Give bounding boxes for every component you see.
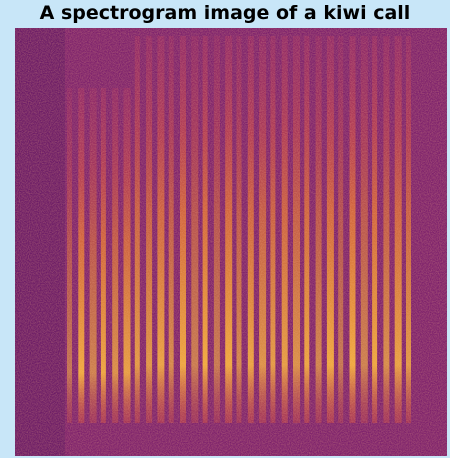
page-body: A spectrogram image of a kiwi call (() =… [0,0,450,458]
spectrogram-image [15,28,447,456]
noise-texture [15,28,447,456]
page: {"title": "A spectrogram image of a kiwi… [0,0,450,458]
title: A spectrogram image of a kiwi call [0,2,450,24]
